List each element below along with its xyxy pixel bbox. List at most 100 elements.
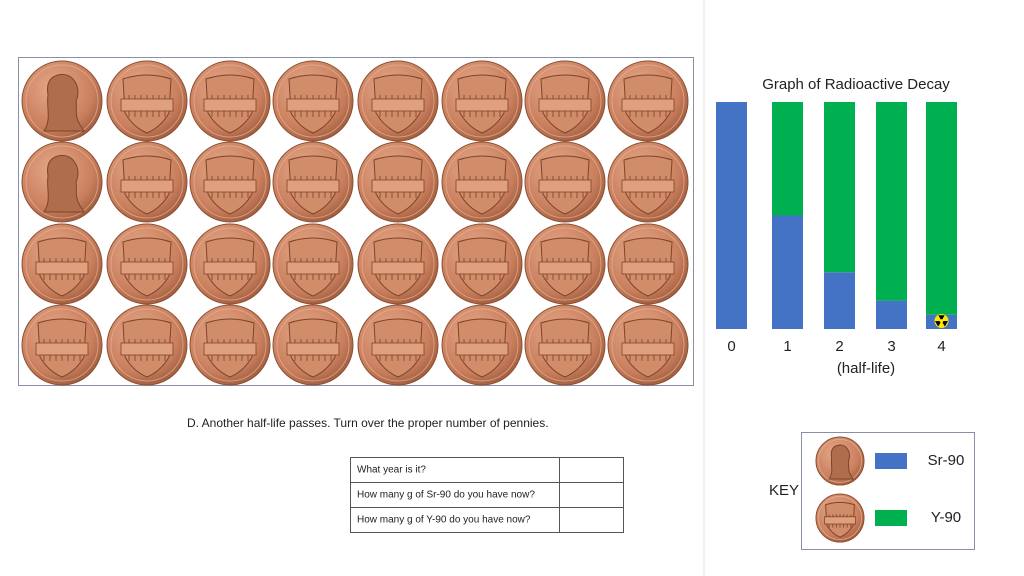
coin-rim [193,64,267,138]
radiation-blade [938,315,945,320]
penny-tails [441,141,523,223]
coin-rim [611,308,685,382]
coin-rim [110,64,184,138]
bar-segment [772,215,803,329]
coin-rim [25,145,99,219]
banner [286,179,340,193]
portrait [43,73,85,132]
banner [120,342,174,356]
penny-tails [441,304,523,386]
banner [203,261,257,275]
penny-tails [357,141,439,223]
penny-tails [441,60,523,142]
penny-tails [189,223,271,305]
coin-rim [25,64,99,138]
banner [35,261,89,275]
coin-rim [528,227,602,301]
banner [286,261,340,275]
banner [371,179,425,193]
table-cell: How many g of Y-90 do you have now? [357,515,531,526]
portrait [828,444,855,480]
penny-tails [106,141,188,223]
x-tick-label: 0 [727,338,735,355]
banner [371,261,425,275]
penny-tails [524,141,606,223]
coin-rim [193,227,267,301]
coin-rim [276,308,350,382]
coin-rim [193,145,267,219]
banner [203,98,257,112]
penny-tails [272,141,354,223]
question-table [350,457,624,533]
penny-tails [524,304,606,386]
penny-tails [607,304,689,386]
table-cell: How many g of Sr-90 do you have now? [357,490,535,501]
coin-rim [361,145,435,219]
x-tick-label: 3 [887,338,895,355]
banner [203,342,257,356]
banner [621,342,675,356]
bar-segment [824,272,855,329]
penny-tails [21,304,103,386]
x-tick-label: 2 [835,338,843,355]
coin-rim [276,145,350,219]
banner [455,342,509,356]
banner [35,342,89,356]
penny-tails [607,60,689,142]
legend-label: Sr-90 [928,452,965,469]
x-tick-label: 4 [937,338,945,355]
penny-tails [272,223,354,305]
banner [120,179,174,193]
banner [286,98,340,112]
bar-segment [876,102,907,301]
coin-rim [528,145,602,219]
penny-tails [189,304,271,386]
penny-tails [21,223,103,305]
banner [455,179,509,193]
coin-rim [817,438,863,484]
penny-tails [272,60,354,142]
bar-segment [876,300,907,329]
table-cell: What year is it? [357,465,426,476]
legend-label: Y-90 [931,509,961,526]
banner [455,98,509,112]
x-axis-label: (half-life) [837,360,895,377]
penny-tails [357,60,439,142]
bar-segment [926,102,957,315]
banner [120,261,174,275]
legend: Sr-90 Y-90 [815,436,965,543]
penny-tails [357,304,439,386]
coin-rim [361,227,435,301]
legend-swatch [875,453,907,469]
coin-rim [25,308,99,382]
banner [621,261,675,275]
radiation-blade [942,321,948,327]
banner [538,179,592,193]
coin-rim [110,308,184,382]
coin-rim [611,227,685,301]
coin-rim [528,308,602,382]
coin-rim [276,64,350,138]
coin-rim [361,64,435,138]
penny-tails [441,223,523,305]
legend-swatch [875,510,907,526]
table-border [350,457,624,533]
penny-tails [815,493,865,543]
coin-rim [445,64,519,138]
banner [371,342,425,356]
banner [538,98,592,112]
portrait [43,154,85,213]
coin-rim [110,145,184,219]
banner [120,98,174,112]
key-title: KEY [769,482,799,499]
coin-rim [193,308,267,382]
penny-tails [106,60,188,142]
coin-rim [445,145,519,219]
penny-tails [272,304,354,386]
coin-rim [611,64,685,138]
bar-segment [824,102,855,273]
banner [538,261,592,275]
penny-tails [607,223,689,305]
